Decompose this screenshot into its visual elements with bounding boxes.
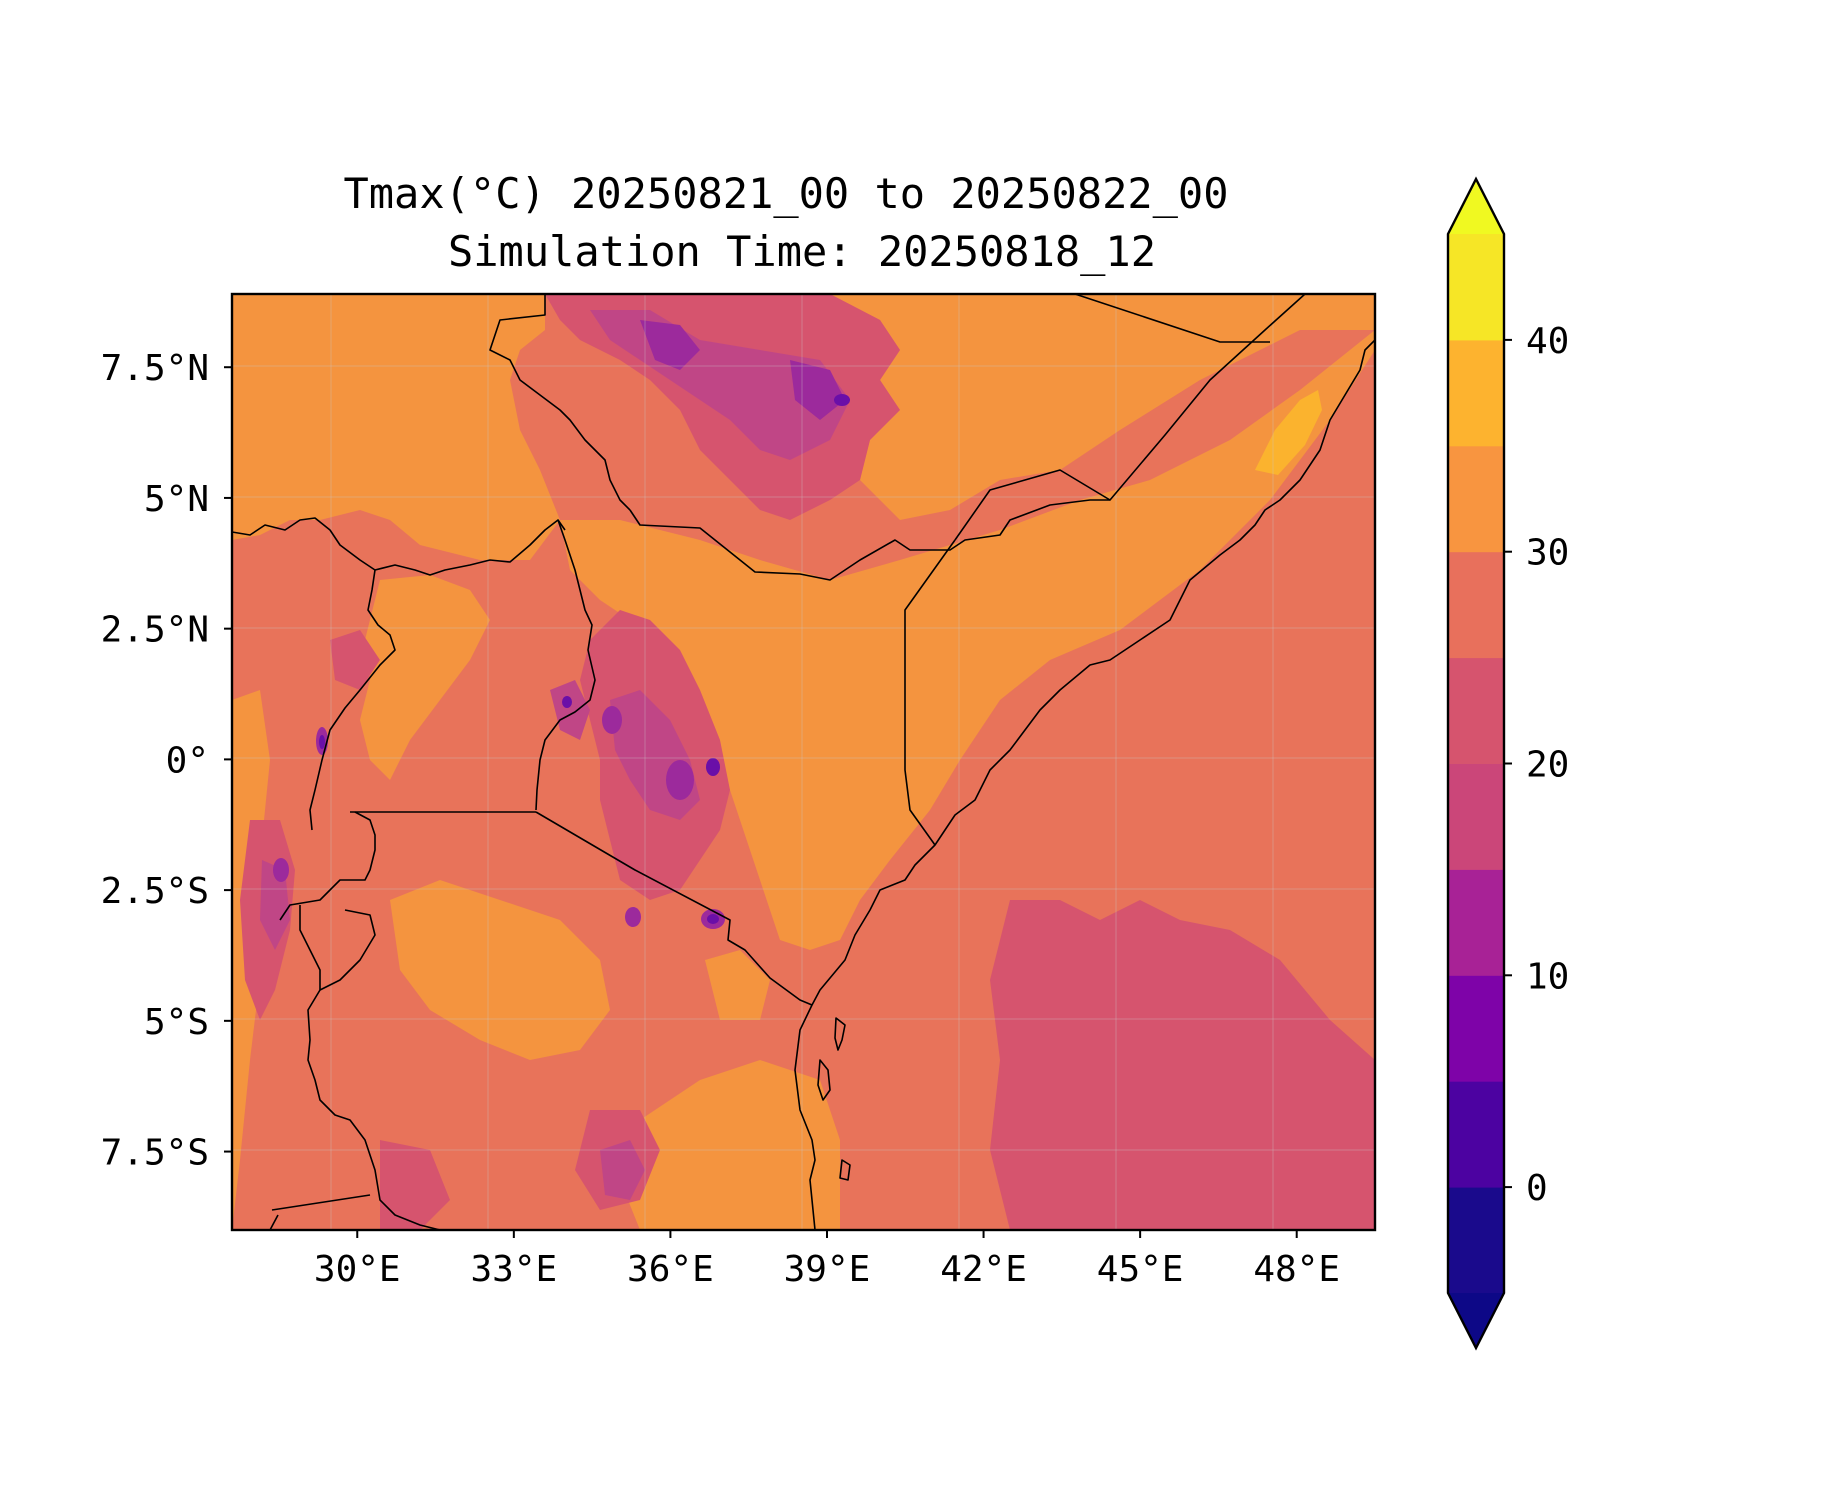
colorbar-tick-label: 0	[1526, 1168, 1548, 1209]
map-panel	[232, 294, 1375, 1230]
mild-region-uganda-west	[330, 630, 380, 690]
x-tick-label: 39°E	[784, 1249, 871, 1290]
borders	[232, 294, 1375, 1230]
cold-region-ethiopia-north	[640, 320, 700, 370]
y-tick-label: 2.5°N	[101, 610, 209, 651]
map-frame	[230, 292, 1377, 1232]
gridlines	[232, 294, 1375, 1230]
colorbar-segment	[1448, 445, 1504, 553]
x-tick-label: 45°E	[1097, 1249, 1184, 1290]
border-burundi-tanzania	[319, 909, 376, 991]
y-axis-ticks: 7.5°N 5°N 2.5°N 0° 2.5°S 5°S 7.5°S	[101, 348, 232, 1174]
colorbar-segment	[1448, 1081, 1504, 1188]
y-tick-label: 5°S	[144, 1002, 209, 1043]
border-uganda-kenya	[535, 519, 596, 811]
island-mafia	[839, 1159, 851, 1181]
colorbar-segment	[1448, 1187, 1504, 1294]
map-title-line2: Simulation Time: 20250818_12	[448, 227, 1156, 276]
colorbar-tick-label: 10	[1526, 956, 1569, 997]
colorbar: 0 10 20 30 40	[1446, 176, 1569, 1351]
x-tick-label: 33°E	[470, 1249, 557, 1290]
hot-region-lake-victoria-west	[360, 575, 490, 780]
colorbar-segment	[1448, 763, 1504, 870]
cold-spot-tanzania-b	[625, 907, 641, 927]
border-southwest-corner	[269, 1214, 279, 1230]
island-zanzibar	[817, 1059, 831, 1101]
x-axis-ticks: 30°E 33°E 36°E 39°E 42°E 45°E 48°E	[314, 1230, 1340, 1290]
colorbar-tick-label: 40	[1526, 321, 1569, 362]
mild-region-southwest	[380, 1140, 450, 1230]
border-somaliland	[1074, 294, 1270, 343]
border-uganda-drc	[309, 569, 396, 831]
colorbar-segment	[1448, 975, 1504, 1082]
cold-spot-kenya-b	[602, 706, 622, 734]
hot-region-northwest	[232, 294, 560, 560]
border-zambia	[271, 1194, 371, 1211]
coldest-spot-elgon	[562, 696, 572, 708]
coldest-spot-kilimanjaro	[707, 914, 719, 924]
colorbar-segment	[1448, 234, 1504, 341]
border-south-sudan-ethiopia	[489, 294, 631, 511]
hot-region-tanzania-south	[620, 1060, 840, 1230]
y-tick-label: 0°	[166, 740, 209, 781]
mild-region-indian-ocean	[990, 900, 1375, 1230]
hot-region-tanzania-central	[390, 880, 610, 1060]
colorbar-segment	[1448, 551, 1504, 659]
colorbar-segment	[1448, 657, 1504, 764]
x-tick-label: 30°E	[314, 1249, 401, 1290]
x-tick-label: 48°E	[1253, 1249, 1340, 1290]
coastline	[794, 339, 1375, 1230]
hot-region-ethiopia-east	[830, 294, 1375, 520]
y-tick-label: 7.5°S	[101, 1133, 209, 1174]
cold-spot-drc	[273, 858, 289, 882]
coldest-region-layer	[319, 394, 850, 924]
border-ethiopia-kenya	[629, 499, 1110, 581]
border-kenya-somalia	[904, 539, 956, 846]
cool-region-tanzania-south	[600, 1140, 645, 1200]
cold-spot-kenya-a	[666, 760, 694, 800]
border-rwanda-burundi	[279, 811, 376, 921]
island-pemba	[834, 1017, 846, 1051]
coldest-spot-mt-kenya	[706, 758, 720, 776]
y-tick-label: 7.5°N	[101, 348, 209, 389]
border-lake-tanganyika	[307, 989, 441, 1230]
hot-region-somalia-kenya	[560, 330, 1375, 950]
border-burundi	[299, 905, 321, 990]
border-ethiopia-somalia	[954, 294, 1306, 541]
border-south-sudan-uganda-drc	[232, 517, 566, 576]
x-tick-label: 42°E	[940, 1249, 1027, 1290]
colorbar-extend-over	[1448, 179, 1504, 234]
cool-region-lake-victoria	[550, 680, 590, 740]
coldest-spot-ethiopia	[834, 394, 850, 406]
border-kenya-tanzania	[535, 811, 813, 1006]
cool-region-rift-west	[260, 860, 290, 950]
y-tick-label: 5°N	[144, 479, 209, 520]
map-title-line1: Tmax(°C) 20250821_00 to 20250822_00	[343, 169, 1228, 218]
x-tick-label: 36°E	[627, 1249, 714, 1290]
colorbar-segment	[1448, 339, 1504, 447]
y-tick-label: 2.5°S	[101, 871, 209, 912]
colorbar-extend-under	[1448, 1293, 1504, 1348]
coldest-spot-rwenzori	[319, 735, 325, 749]
cold-region-ethiopia-east	[790, 360, 845, 420]
colorbar-segment	[1448, 869, 1504, 976]
colorbar-tick-label: 20	[1526, 745, 1569, 786]
colorbar-tick-label: 30	[1526, 533, 1569, 574]
hot-region-coastal	[705, 950, 770, 1020]
hottest-region-somalia-coast	[1255, 390, 1322, 475]
colorbar-outline	[1446, 176, 1506, 1351]
